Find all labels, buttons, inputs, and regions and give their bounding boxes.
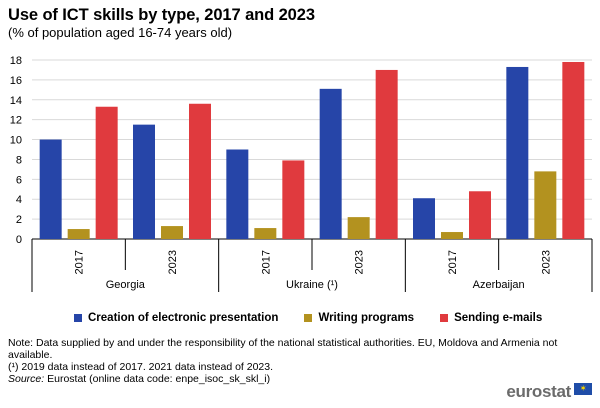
x-tick-label: 2017 (74, 250, 86, 274)
bar (441, 232, 463, 239)
legend-item-presentation: Creation of electronic presentation (74, 312, 278, 324)
bar (282, 160, 305, 239)
legend-swatch-programs (304, 314, 313, 322)
eurostat-logo: eurostat ✶ (506, 382, 592, 402)
source-line: Source: Eurostat (online data code: enpe… (8, 373, 588, 385)
bar-chart: 0 2 4 6 8 10 12 14 16 18 2017 2023 2017 2023 2017 2023 G… (10, 55, 593, 292)
bar (254, 228, 277, 239)
y-tick-label: 4 (16, 194, 22, 206)
y-tick-label: 2 (16, 214, 22, 226)
group-label: Georgia (106, 279, 146, 291)
legend-swatch-presentation (74, 314, 82, 322)
bar (506, 66, 529, 239)
bar (375, 69, 398, 239)
bar (226, 149, 249, 239)
chart-subtitle: (% of population aged 16-74 years old) (8, 25, 233, 40)
y-tick-label: 12 (10, 115, 22, 127)
y-tick-label: 0 (16, 234, 22, 246)
bar (189, 103, 211, 239)
source-label: Source: (8, 373, 45, 385)
legend-swatch-emails (440, 314, 449, 322)
x-tick-label: 2017 (260, 250, 272, 274)
group-label: Ukraine (¹) (286, 279, 338, 291)
y-tick-label: 18 (10, 55, 22, 67)
y-tick-label: 10 (10, 135, 22, 147)
y-tick-label: 14 (10, 95, 22, 107)
legend-item-emails: Sending e-mails (440, 312, 542, 324)
bar (39, 139, 62, 239)
bar (469, 191, 491, 239)
bar (562, 61, 585, 239)
chart-title: Use of ICT skills by type, 2017 and 2023 (8, 6, 315, 24)
legend-label-programs: Writing programs (318, 312, 415, 324)
bar (534, 171, 557, 239)
bar (319, 88, 342, 239)
eurostat-logo-text: eurostat (506, 382, 571, 401)
legend-label-presentation: Creation of electronic presentation (88, 312, 279, 324)
y-tick-label: 16 (10, 75, 22, 87)
note-availability: Note: Data supplied by and under the res… (8, 337, 558, 361)
bar (347, 217, 370, 239)
legend-label-emails: Sending e-mails (454, 312, 543, 324)
note-footnote: (¹) 2019 data instead of 2017. 2021 data… (8, 361, 274, 373)
bar (133, 124, 155, 239)
chart-notes: Note: Data supplied by and under the res… (8, 337, 588, 385)
x-tick-label: 2023 (354, 250, 366, 274)
bar (67, 229, 90, 239)
y-tick-label: 6 (16, 174, 22, 186)
x-tick-label: 2023 (167, 250, 179, 274)
bar (161, 226, 183, 239)
y-tick-label: 8 (16, 154, 22, 166)
bar (413, 198, 435, 239)
legend-item-programs: Writing programs (304, 312, 414, 324)
bar (95, 106, 118, 239)
source-text: Eurostat (online data code: enpe_isoc_sk… (44, 373, 271, 385)
x-tick-label: 2023 (540, 250, 552, 274)
group-label: Azerbaijan (473, 279, 525, 291)
x-tick-label: 2017 (447, 250, 459, 274)
eu-flag-icon: ✶ (574, 383, 592, 395)
chart-legend: Creation of electronic presentation Writ… (74, 312, 542, 324)
